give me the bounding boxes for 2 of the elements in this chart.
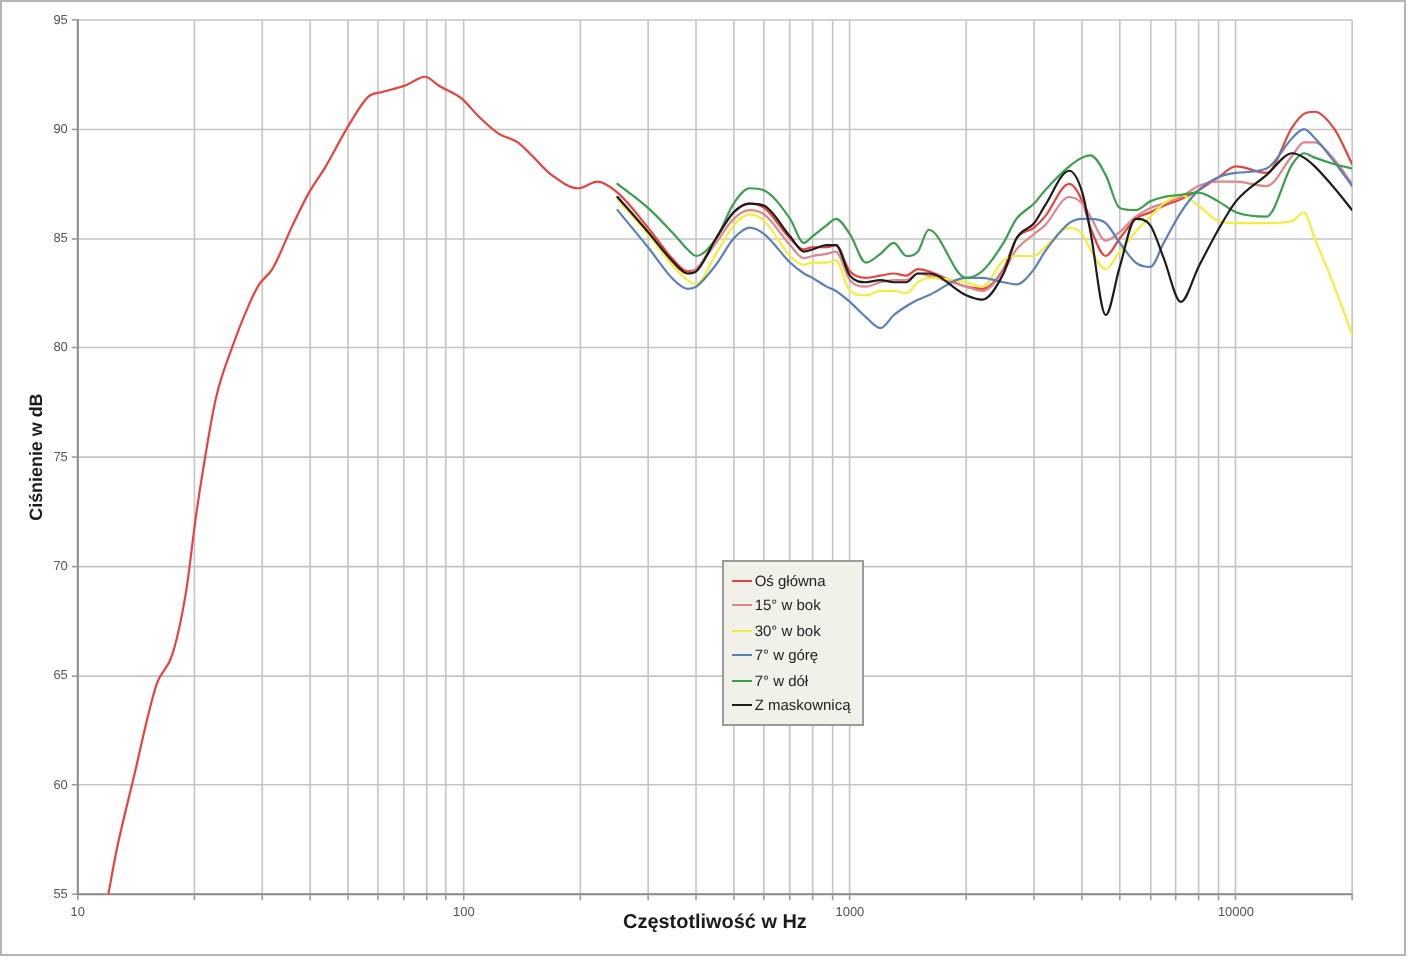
x-axis-title: Częstotliwość w Hz xyxy=(623,911,807,934)
y-axis-title: Ciśnienie w dB xyxy=(25,392,46,521)
